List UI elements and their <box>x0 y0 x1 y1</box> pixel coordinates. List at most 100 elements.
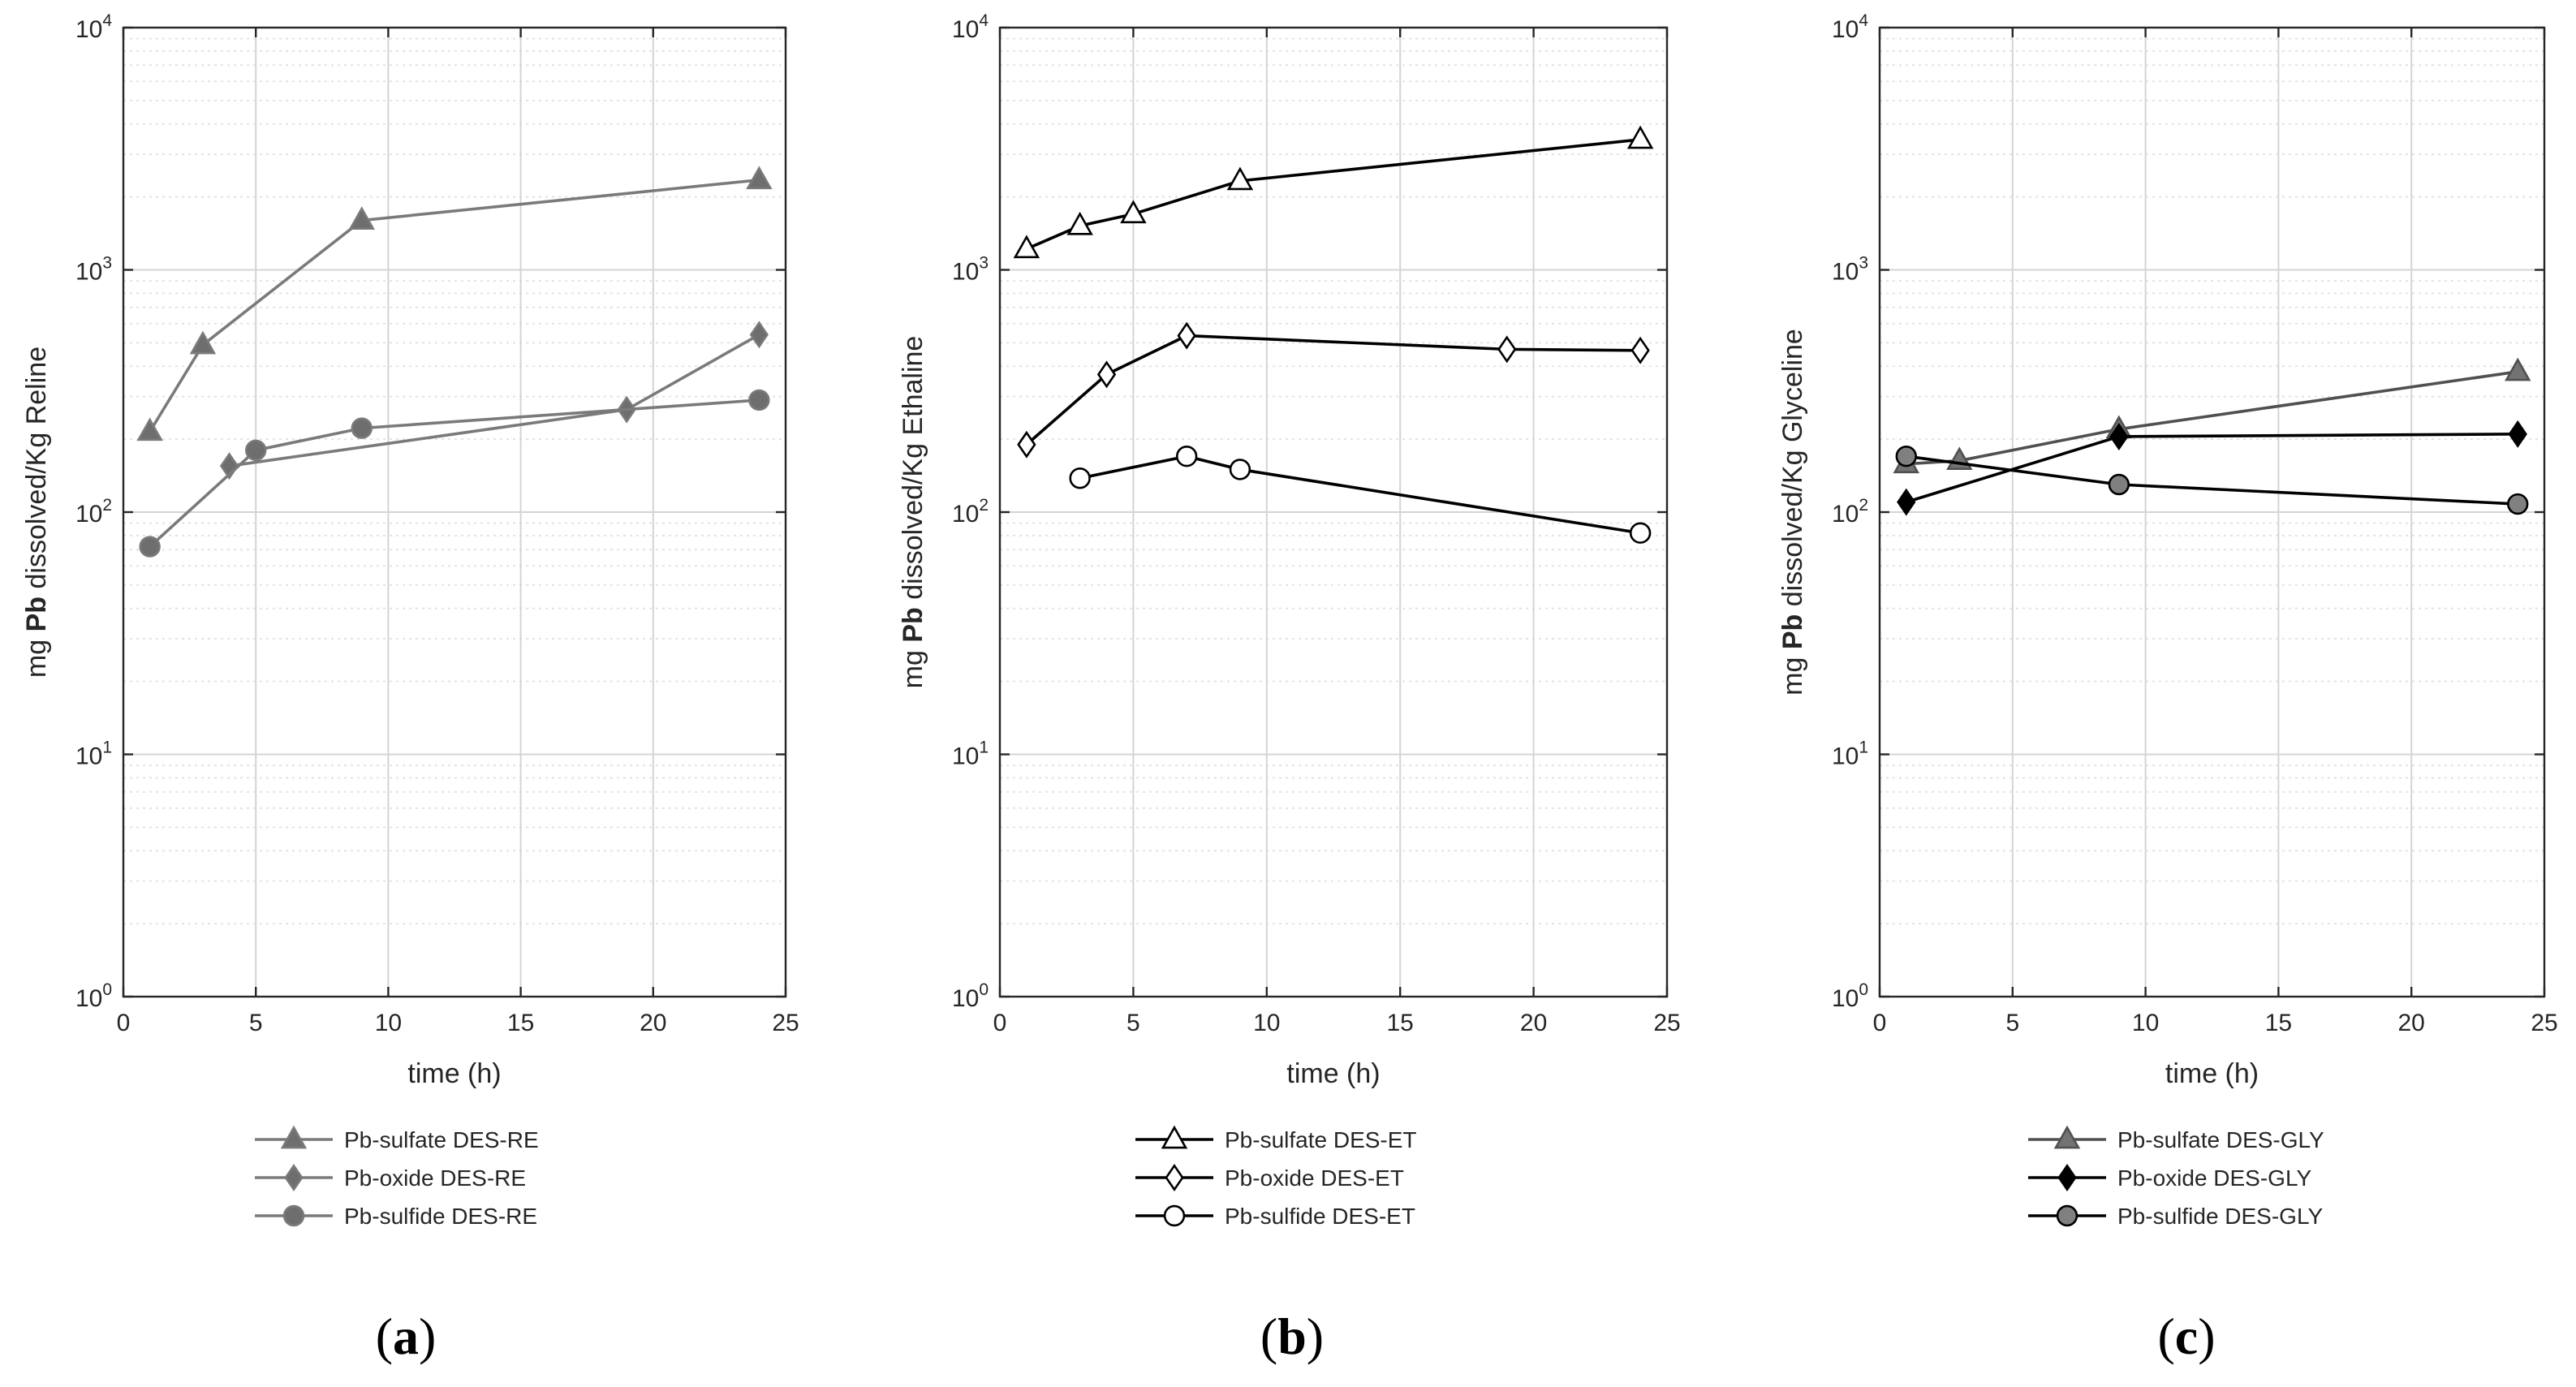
data-point <box>1013 235 1040 259</box>
series-line <box>1026 138 1641 251</box>
x-tick-label: 10 <box>2132 1010 2159 1036</box>
y-tick-label: 102 <box>952 496 989 528</box>
legend-marker <box>2057 1164 2077 1191</box>
data-point <box>1497 335 1517 364</box>
legend-marker <box>2056 1204 2078 1227</box>
data-point <box>1895 446 1917 467</box>
series-pb-sulfide-des-gly <box>1895 446 2529 515</box>
legend-marker <box>1161 1125 1188 1149</box>
x-tick-label: 5 <box>2005 1010 2019 1036</box>
data-point <box>1630 336 1650 364</box>
legend: Pb-sulfate DES-ET Pb-oxide DES-ET Pb-sulfi… <box>1135 1125 1417 1229</box>
legend-marker <box>282 1204 305 1227</box>
x-tick-label: 20 <box>1520 1010 1547 1036</box>
x-tick-label: 25 <box>2531 1010 2557 1036</box>
data-point <box>1069 467 1091 489</box>
y-tick-label: 100 <box>75 980 112 1012</box>
data-point <box>136 417 163 442</box>
x-axis-label: time (h) <box>2165 1058 2259 1089</box>
legend: Pb-sulfate DES-RE Pb-oxide DES-RE Pb-sulfi… <box>255 1125 539 1229</box>
data-point <box>2508 420 2527 448</box>
data-point <box>1175 446 1198 467</box>
data-point <box>245 439 267 462</box>
series-pb-sulfide-des-et <box>1069 446 1652 544</box>
grid <box>1880 28 2544 997</box>
series-pb-sulfate-des-et <box>1013 125 1654 259</box>
legend-entry-label: Pb-oxide DES-ET <box>1225 1165 1404 1191</box>
x-tick-label: 5 <box>249 1010 263 1036</box>
panel-label: (b) <box>1260 1307 1324 1365</box>
data-point <box>2505 357 2531 381</box>
legend-entry-label: Pb-oxide DES-GLY <box>2117 1165 2311 1191</box>
x-tick-label: 20 <box>640 1010 666 1036</box>
data-point <box>2109 422 2129 450</box>
y-tick-label: 100 <box>1832 980 1868 1012</box>
y-axis-label: mg Pb dissolved/Kg Glyceline <box>1777 329 1808 696</box>
y-tick-label: 103 <box>75 254 112 286</box>
x-tick-label: 10 <box>375 1010 402 1036</box>
data-point <box>1177 321 1196 350</box>
legend-marker <box>284 1164 304 1191</box>
y-tick-label: 102 <box>1832 496 1868 528</box>
x-axis-label: time (h) <box>1286 1058 1380 1089</box>
legend-entry-label: Pb-sulfate DES-GLY <box>2117 1127 2324 1152</box>
y-axis-label: mg Pb dissolved/Kg Ethaline <box>898 336 928 689</box>
data-point <box>1096 360 1117 389</box>
legend: Pb-sulfate DES-GLY Pb-oxide DES-GLY Pb-sul… <box>2028 1125 2324 1229</box>
data-point <box>1226 166 1254 191</box>
series-pb-oxide-des-et <box>1017 321 1650 459</box>
legend-marker <box>1163 1204 1186 1227</box>
y-tick-label: 104 <box>952 11 989 43</box>
y-tick-label: 101 <box>1832 739 1868 770</box>
series-line <box>1079 454 1641 535</box>
y-tick-label: 102 <box>75 496 112 528</box>
x-tick-label: 15 <box>1387 1010 1414 1036</box>
legend-marker <box>2053 1125 2081 1149</box>
data-point <box>2108 473 2130 496</box>
data-point <box>1897 488 1916 516</box>
x-tick-label: 0 <box>117 1010 131 1036</box>
legend-marker <box>1165 1164 1184 1191</box>
panel-c: 0 5 10 15 20 25 100 101 102 103 104 time (h) mg Pb d… <box>1777 11 2558 1365</box>
data-point <box>1017 430 1036 459</box>
data-point <box>1120 200 1147 224</box>
data-point <box>748 389 770 411</box>
series-pb-sulfide-des-re <box>139 389 770 558</box>
data-point <box>348 206 375 230</box>
grid <box>1000 28 1667 997</box>
series-pb-oxide-des-gly <box>1897 420 2527 516</box>
grid <box>123 28 786 997</box>
series-line <box>149 178 760 433</box>
data-point <box>351 417 373 439</box>
legend-entry-label: Pb-sulfide DES-ET <box>1225 1204 1415 1229</box>
data-point <box>219 452 239 480</box>
panel-a: 0 5 10 15 20 25 100 101 102 103 104 time (h) mg Pb d… <box>21 11 799 1365</box>
legend-entry-label: Pb-sulfide DES-RE <box>344 1204 537 1229</box>
data-point <box>1229 459 1251 480</box>
y-tick-label: 104 <box>1832 11 1868 43</box>
panel-label: (a) <box>376 1307 437 1365</box>
y-tick-label: 100 <box>952 980 989 1012</box>
x-tick-label: 15 <box>507 1010 534 1036</box>
series-pb-sulfate-des-re <box>136 166 773 442</box>
data-point <box>189 330 217 355</box>
legend-marker <box>280 1125 308 1149</box>
y-tick-label: 103 <box>952 254 989 286</box>
series-line <box>229 333 760 467</box>
data-point <box>2507 493 2529 515</box>
data-point <box>746 166 773 190</box>
data-point <box>1626 125 1654 149</box>
legend-entry-label: Pb-oxide DES-RE <box>344 1165 526 1191</box>
data-point <box>1629 522 1652 544</box>
x-tick-label: 0 <box>1873 1010 1887 1036</box>
data-point <box>1066 211 1093 235</box>
data-point <box>749 321 769 349</box>
data-point <box>139 536 161 558</box>
x-tick-label: 5 <box>1126 1010 1140 1036</box>
y-tick-label: 101 <box>952 739 989 770</box>
series-pb-sulfate-des-gly <box>1893 357 2531 474</box>
x-tick-label: 25 <box>1653 1010 1680 1036</box>
x-tick-label: 15 <box>2265 1010 2292 1036</box>
x-tick-label: 10 <box>1253 1010 1280 1036</box>
